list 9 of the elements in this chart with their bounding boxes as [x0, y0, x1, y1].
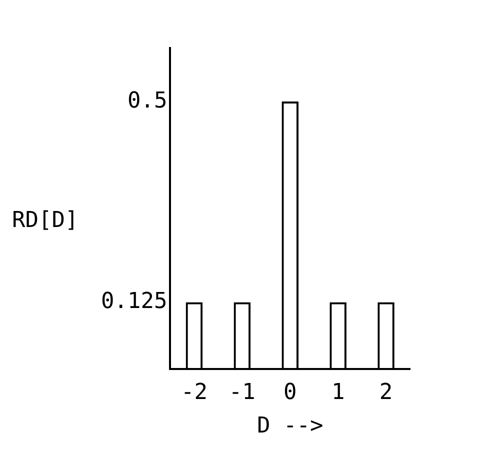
x-tick-label: 2 — [379, 380, 393, 406]
x-tick-label: -2 — [180, 380, 208, 406]
x-axis-title: D --> — [256, 414, 324, 439]
y-tick-label: 0.125 — [100, 289, 168, 314]
x-tick-label: -1 — [228, 380, 256, 406]
x-tick-label: 1 — [331, 380, 345, 406]
y-tick-label: 0.5 — [127, 88, 168, 114]
y-axis-title: RD[D] — [12, 208, 78, 233]
x-tick-label: 0 — [283, 380, 297, 406]
